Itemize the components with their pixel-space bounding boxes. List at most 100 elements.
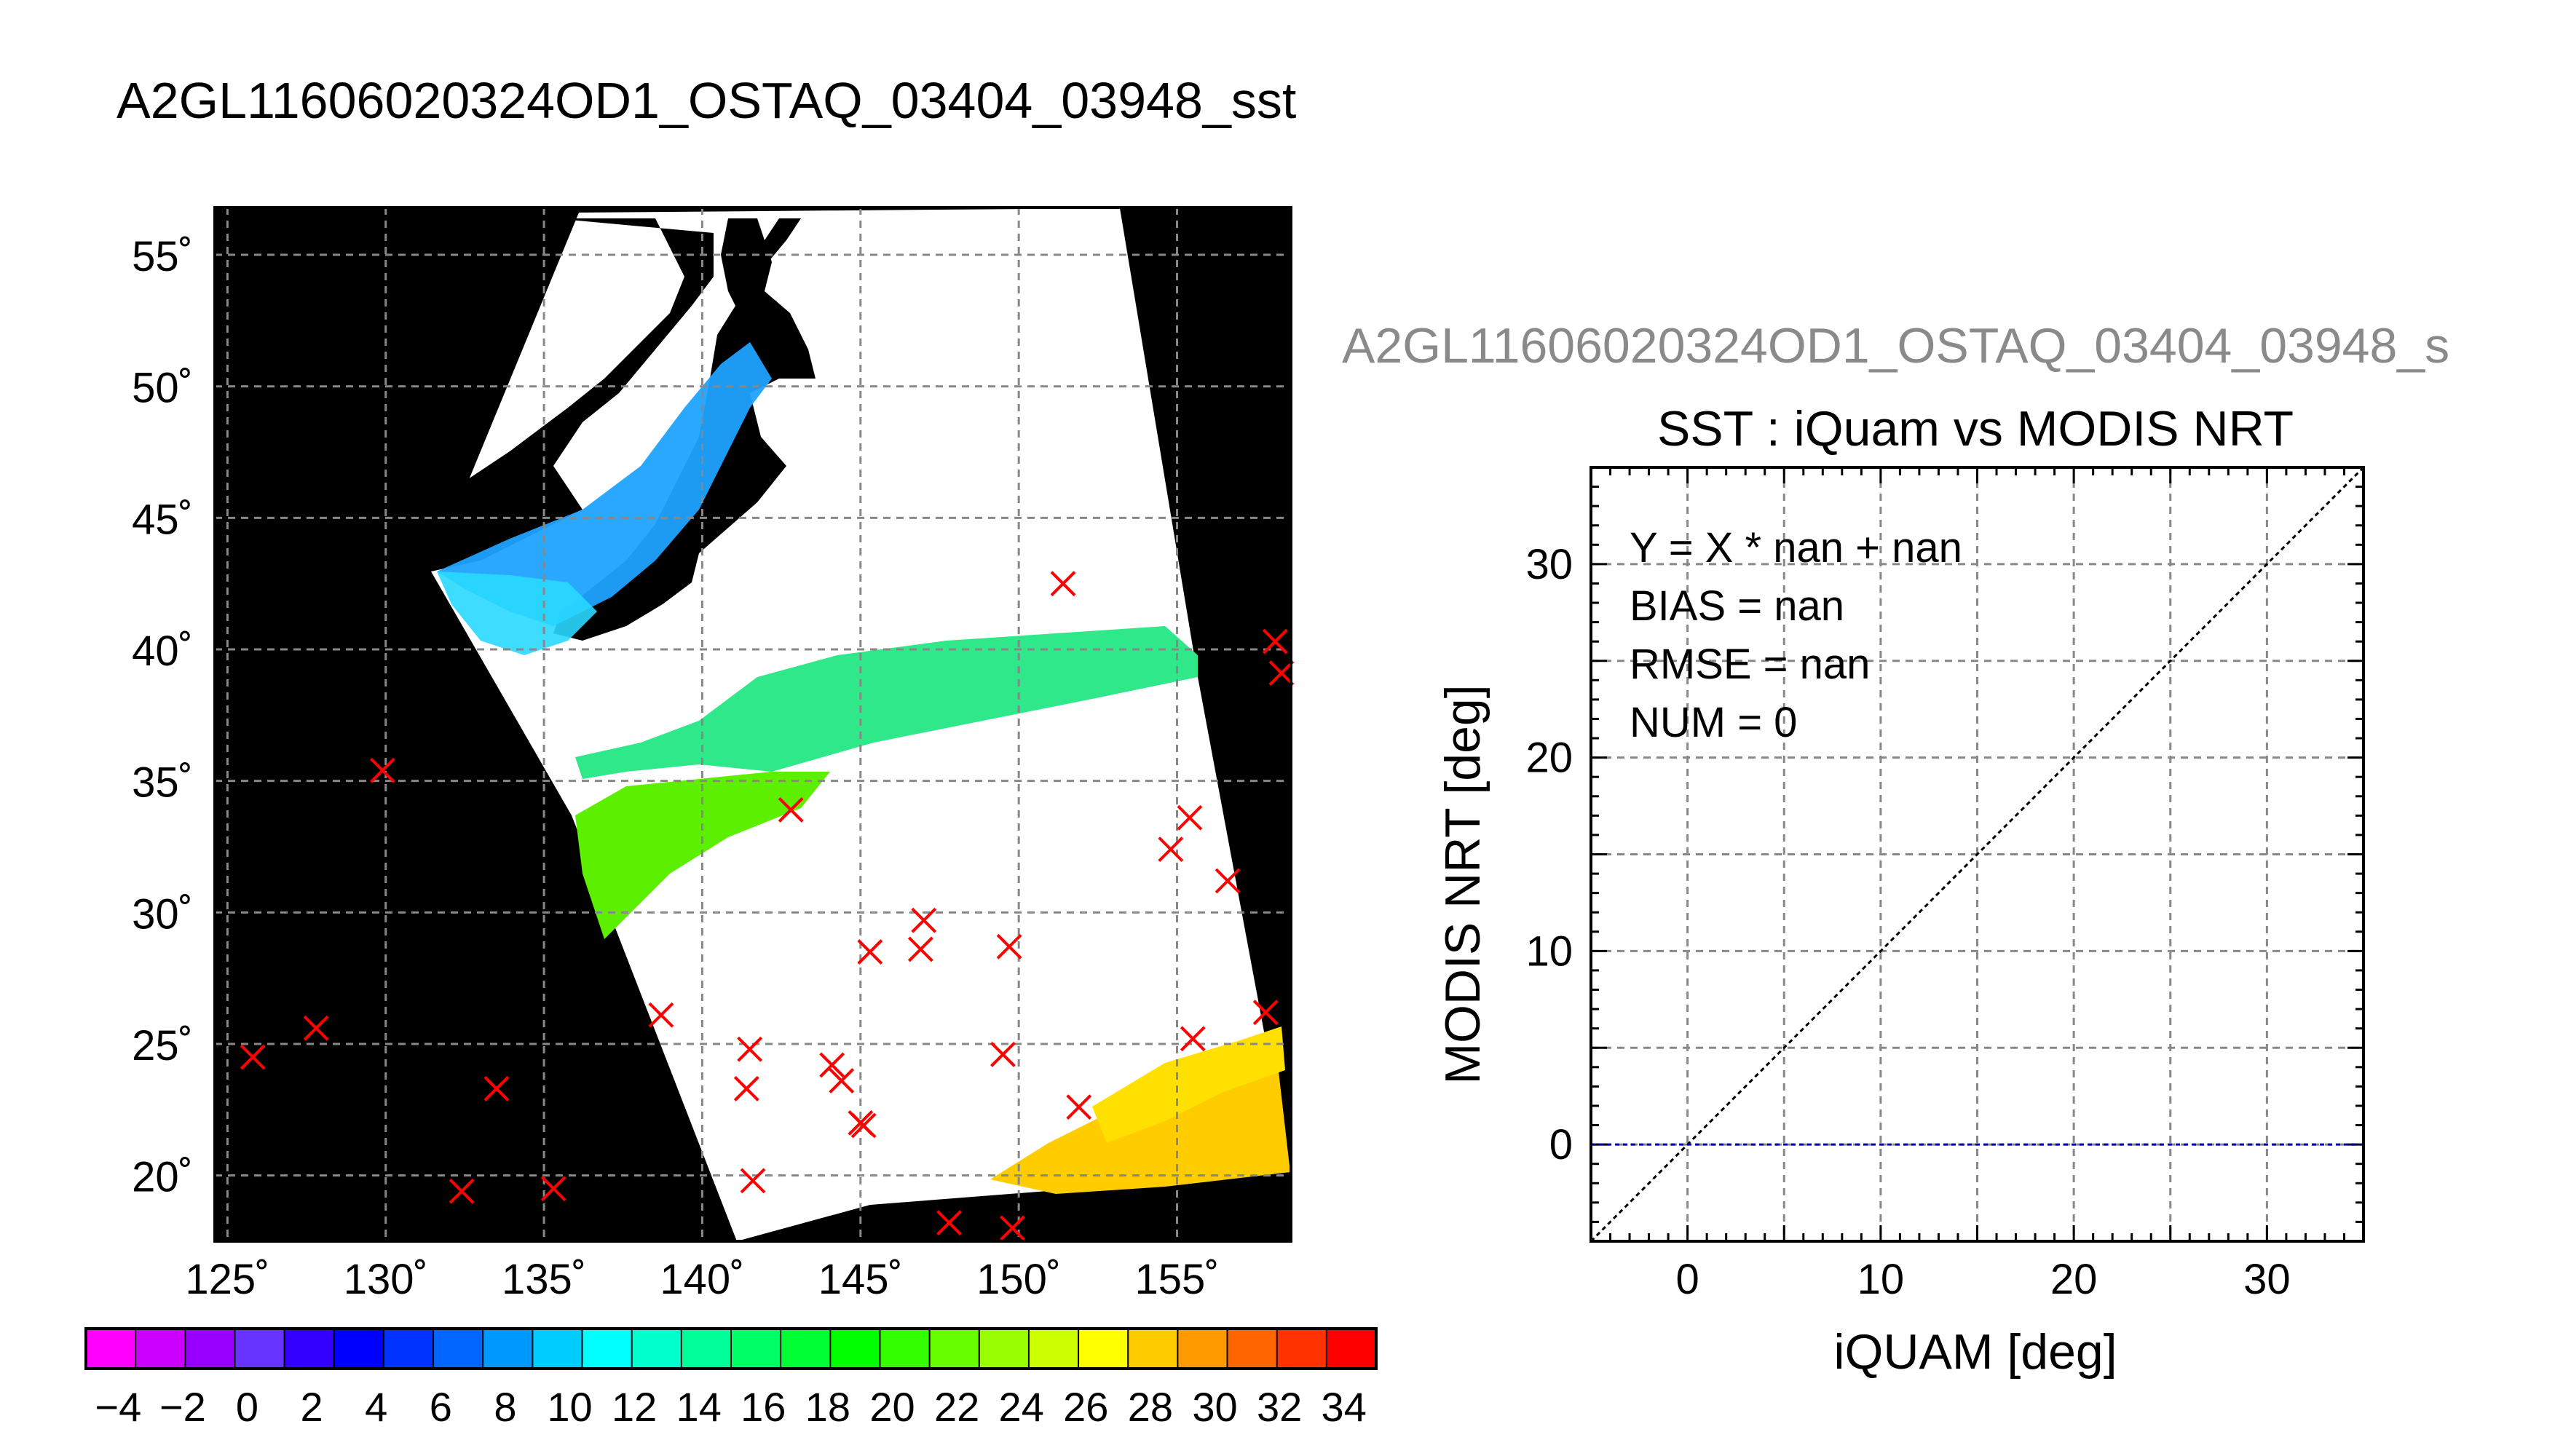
cross-stroke xyxy=(1158,836,1184,863)
match-cross xyxy=(857,939,883,965)
map-grid xyxy=(215,207,1291,1241)
cross-stroke xyxy=(740,1168,766,1194)
colorbar-tick-label: −4 xyxy=(95,1384,141,1430)
match-points xyxy=(240,571,1295,1241)
regression-equation: Y = X * nan + nan xyxy=(1630,524,1962,571)
match-cross xyxy=(369,757,395,783)
colorbar-tick-label: 30 xyxy=(1192,1384,1237,1430)
colorbar-tick-label: −2 xyxy=(159,1384,206,1430)
scatter-panel-title: A2GL11606020324OD1_OSTAQ_03404_03948_s xyxy=(1342,318,2449,373)
match-cross xyxy=(303,1015,329,1041)
cross-stroke xyxy=(996,933,1022,960)
match-cross xyxy=(737,1036,763,1062)
match-cross xyxy=(733,1076,759,1101)
cross-stroke xyxy=(850,1112,877,1139)
colorbar-tick-label: 18 xyxy=(805,1384,850,1430)
cross-stroke xyxy=(857,939,883,965)
colorbar-cell xyxy=(532,1329,583,1369)
x-tick-label: 0 xyxy=(1675,1256,1699,1303)
match-cross xyxy=(819,1052,845,1078)
lon-tick-label: 145˚ xyxy=(818,1256,903,1303)
num-value: NUM = 0 xyxy=(1630,699,1797,746)
colorbar-cell xyxy=(333,1329,384,1369)
y-tick-label: 20 xyxy=(1525,735,1573,782)
lon-tick-label: 130˚ xyxy=(344,1256,428,1303)
lat-tick-label: 45˚ xyxy=(132,496,193,543)
colorbar-cell xyxy=(1078,1329,1129,1369)
colorbar-tick-label: 2 xyxy=(301,1384,323,1430)
colorbar-tick-label: 6 xyxy=(430,1384,452,1430)
colorbar-cell xyxy=(284,1329,335,1369)
plot-frame xyxy=(1590,466,2365,1243)
longitude-labels: 125˚ 130˚ 135˚ 140˚ 145˚ 150˚ 155˚ xyxy=(185,1256,1219,1303)
colorbar-cell xyxy=(681,1329,732,1369)
cross-stroke xyxy=(829,1068,855,1094)
colorbar-tick-label: 32 xyxy=(1257,1384,1302,1430)
colorbar-cell xyxy=(383,1329,434,1369)
map-frame xyxy=(213,206,1292,1243)
colorbar-cell xyxy=(483,1329,533,1369)
colorbar-cell xyxy=(929,1329,980,1369)
colorbar-cell xyxy=(1028,1329,1079,1369)
cross-stroke xyxy=(240,1044,266,1070)
match-cross xyxy=(829,1068,855,1094)
land-asia-coast xyxy=(431,218,714,571)
lat-tick-label: 50˚ xyxy=(132,365,193,412)
lon-tick-label: 155˚ xyxy=(1134,1256,1219,1303)
colorbar-labels: −4 −2 0 2 4 6 8 10 12 14 16 18 20 22 24 26 28 30 32 34 xyxy=(95,1384,1366,1430)
cross-stroke xyxy=(483,1076,510,1101)
cross-stroke xyxy=(1000,1215,1025,1241)
bias-value: BIAS = nan xyxy=(1630,582,1844,630)
colorbar-tick-label: 16 xyxy=(741,1384,786,1430)
cross-stroke xyxy=(911,907,937,933)
lat-tick-label: 20˚ xyxy=(132,1154,193,1201)
colorbar-tick-label: 24 xyxy=(999,1384,1044,1430)
cross-stroke xyxy=(778,797,804,823)
colorbar-tick-label: 8 xyxy=(494,1384,516,1430)
colorbar-tick-label: 10 xyxy=(547,1384,592,1430)
x-tick-label: 30 xyxy=(2243,1256,2291,1303)
colorbar-tick-label: 28 xyxy=(1128,1384,1173,1430)
cross-stroke xyxy=(1252,1000,1279,1026)
cross-stroke xyxy=(648,1002,674,1028)
cross-stroke xyxy=(1177,804,1203,831)
match-cross xyxy=(1158,836,1184,863)
match-cross xyxy=(1177,804,1203,831)
colorbar-cell xyxy=(234,1329,285,1369)
lat-tick-label: 25˚ xyxy=(132,1022,193,1069)
x-axis-label: iQUAM [deg] xyxy=(1833,1324,2117,1380)
y-tick-label: 0 xyxy=(1549,1121,1573,1168)
match-cross xyxy=(996,933,1022,960)
match-cross xyxy=(540,1176,566,1202)
colorbar-tick-label: 22 xyxy=(934,1384,979,1430)
cross-stroke xyxy=(303,1015,329,1041)
colorbar-tick-label: 34 xyxy=(1322,1384,1367,1430)
colorbar xyxy=(84,1327,1378,1370)
cross-stroke xyxy=(733,1076,759,1101)
stats-annotations: Y = X * nan + nan BIAS = nan RMSE = nan … xyxy=(1630,524,1962,746)
scatter-plot: 0 10 20 30 0 10 20 30 xyxy=(1525,466,2365,1303)
y-tick-label: 30 xyxy=(1525,541,1573,588)
sst-map: 55˚ 50˚ 45˚ 40˚ 35˚ 30˚ 25˚ 20˚ 125˚ 130˚ 135˚ 140… xyxy=(132,206,1295,1303)
reference-line-one-to-one xyxy=(1590,466,2365,1243)
colorbar-cell xyxy=(979,1329,1030,1369)
match-cross xyxy=(1252,1000,1279,1026)
colorbar-tick-label: 12 xyxy=(612,1384,657,1430)
cross-stroke xyxy=(1215,868,1241,894)
colorbar-frame xyxy=(84,1327,1378,1370)
colorbar-cell xyxy=(1276,1329,1327,1369)
match-cross xyxy=(449,1178,475,1204)
sst-field-cold xyxy=(437,342,772,626)
match-cross xyxy=(1180,1026,1206,1052)
match-cross xyxy=(1268,660,1295,686)
match-cross xyxy=(1262,628,1288,654)
colorbar-cell xyxy=(135,1329,186,1369)
lat-tick-label: 35˚ xyxy=(132,759,193,807)
sst-field-warm xyxy=(575,772,830,939)
page-title: A2GL11606020324OD1_OSTAQ_03404_03948_sst xyxy=(117,72,1296,129)
match-cross xyxy=(740,1168,766,1194)
lon-tick-label: 135˚ xyxy=(502,1256,586,1303)
colorbar-tick-label: 14 xyxy=(676,1384,722,1430)
cross-stroke xyxy=(1050,571,1076,597)
